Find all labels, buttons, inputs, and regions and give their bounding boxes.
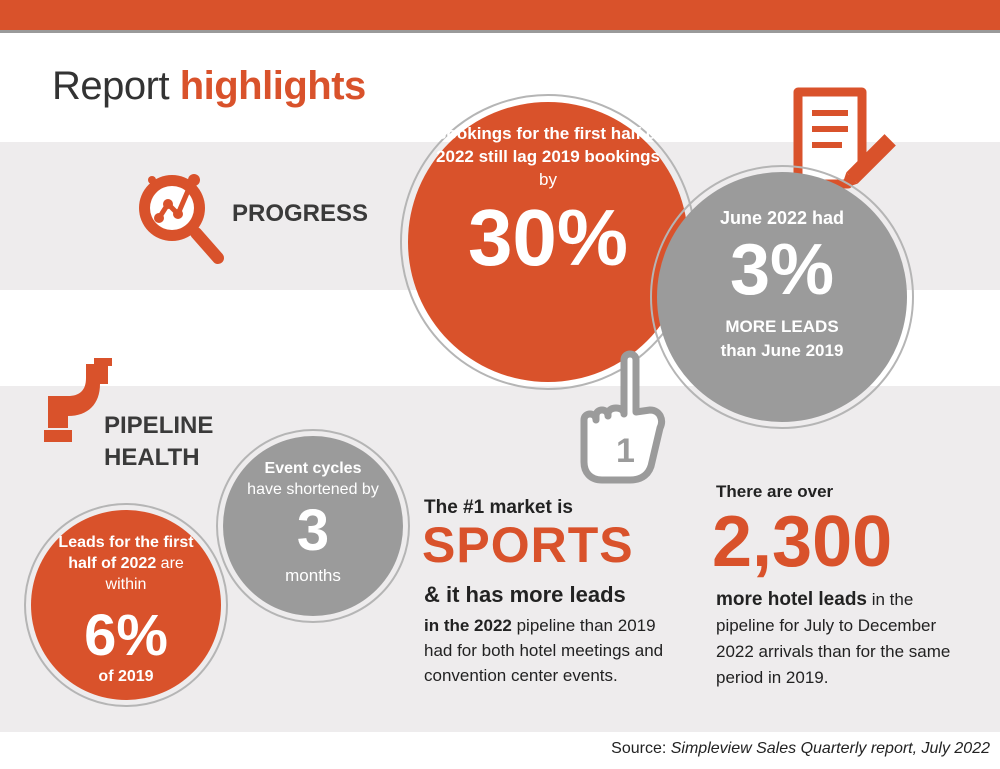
cycles-text: Event cycles have shortened by — [223, 458, 403, 500]
hotel-detail-rest: in the pipeline for July to December 202… — [716, 590, 951, 687]
foam-finger-icon: 1 — [580, 350, 666, 484]
hotel-detail-bold: more hotel leads — [716, 589, 867, 610]
june-line2: MORE LEADS — [725, 317, 839, 336]
leads-line2-plain: are — [156, 555, 184, 572]
june-line3: than June 2019 — [720, 341, 844, 360]
bookings-text-plain: by — [539, 170, 557, 189]
cycles-unit: months — [285, 566, 341, 585]
june-value: 3% — [729, 230, 835, 310]
foam-finger-number: 1 — [616, 432, 635, 470]
source-prefix: Source: — [611, 740, 671, 757]
hotel-detail: more hotel leads in the pipeline for Jul… — [716, 587, 966, 691]
leads-line2-bold: half of 2022 — [68, 555, 157, 572]
june-line1: June 2022 had — [719, 208, 845, 228]
cycles-value: 3 — [296, 498, 330, 563]
market-sports: SPORTS — [422, 517, 634, 573]
page-title: Report highlights — [52, 62, 366, 110]
source-citation: Simpleview Sales Quarterly report, July … — [670, 740, 990, 757]
leads-text: Leads for the first half of 2022 are wit… — [40, 532, 212, 595]
hotel-value: 2,300 — [712, 502, 893, 582]
top-divider-line — [0, 30, 1000, 33]
pipe-icon — [44, 358, 112, 442]
market-detail-bold: in the 2022 — [424, 616, 512, 635]
cycles-line2: have shortened by — [247, 481, 379, 498]
leads-value: 6% — [84, 603, 168, 668]
search-chart-icon — [139, 174, 224, 264]
leads-line4: of 2019 — [98, 668, 154, 685]
leads-line3: within — [105, 576, 147, 593]
june-ring — [650, 165, 914, 429]
june-text: MORE LEADS than June 2019 — [657, 315, 907, 363]
pipeline-label-2: HEALTH — [104, 444, 200, 471]
market-detail: in the 2022 pipeline than 2019 had for b… — [424, 613, 664, 688]
cycles-line1: Event cycles — [264, 460, 362, 477]
top-accent-bar — [0, 0, 1000, 30]
bookings-value: 30% — [467, 193, 629, 282]
hotel-intro: There are over — [716, 482, 834, 501]
progress-label: PROGRESS — [232, 200, 369, 227]
bookings-text-bold: Bookings for the first half of 2022 stil… — [434, 124, 662, 166]
source-note: Source: Simpleview Sales Quarterly repor… — [611, 740, 990, 758]
market-more: & it has more leads — [424, 582, 626, 607]
pipeline-label-1: PIPELINE — [104, 412, 214, 439]
leads-circle — [31, 510, 221, 700]
bookings-circle — [408, 102, 688, 382]
bookings-text: Bookings for the first half of 2022 stil… — [430, 122, 666, 191]
market-intro: The #1 market is — [424, 497, 573, 518]
title-bold: highlights — [179, 64, 367, 108]
cycles-circle — [223, 436, 403, 616]
market-detail-plain: pipeline than 2019 had for both hotel me… — [424, 616, 664, 685]
june-circle — [657, 172, 907, 422]
title-plain: Report — [52, 64, 170, 108]
leads-line1: Leads for the first — [58, 534, 194, 551]
cycles-ring — [216, 429, 410, 623]
leads-ring — [24, 503, 228, 707]
